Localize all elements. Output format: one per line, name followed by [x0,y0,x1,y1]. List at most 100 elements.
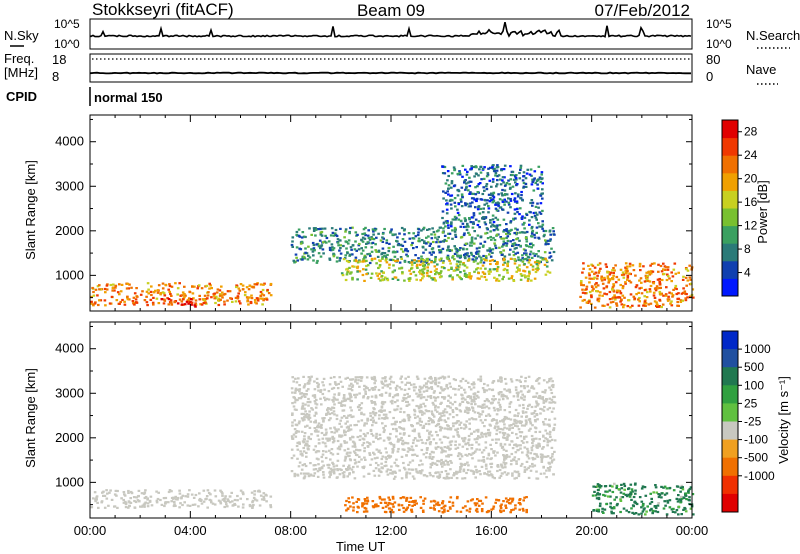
data-cell-2 [505,232,508,235]
data-cell-1 [475,468,478,472]
data-cell-0 [147,292,150,295]
data-cell-2 [503,229,506,232]
data-cell-4 [468,192,471,195]
data-cell-1 [535,437,538,440]
data-cell-1 [535,453,538,456]
data-cell-1 [406,392,409,396]
data-cell-3 [502,259,505,262]
data-cell-2 [391,503,395,506]
data-cell-3 [536,269,539,272]
data-cell-3 [370,257,374,260]
data-cell-1 [377,417,381,420]
data-cell-3 [544,257,547,260]
data-cell-1 [443,408,447,411]
data-cell-1 [331,468,334,471]
data-cell-1 [359,376,362,379]
data-cell-4 [505,182,509,185]
data-cell-0 [105,284,109,287]
data-cell-1 [432,451,435,454]
data-cell-1 [511,474,514,477]
data-cell-3 [525,266,529,269]
data-cell-1 [438,438,442,441]
data-cell-5 [581,291,585,294]
data-cell-1 [339,445,343,448]
data-cell-1 [314,402,317,405]
data-cell-1 [500,380,503,383]
sky-panel-frame [89,18,693,50]
data-cell-1 [458,457,462,460]
data-cell-2 [493,259,496,262]
data-cell-1 [414,386,417,389]
data-cell-0 [206,297,209,300]
data-cell-1 [474,450,477,453]
data-cell-1 [440,462,443,466]
data-cell-2 [508,232,512,236]
data-cell-1 [531,465,535,468]
data-cell-3 [467,259,471,262]
data-cell-0 [202,489,206,492]
data-cell-3 [657,502,660,505]
data-cell-3 [651,509,655,512]
data-cell-1 [329,376,333,379]
data-cell-2 [351,226,354,229]
data-cell-1 [307,437,310,440]
data-cell-2 [500,503,503,506]
data-cell-1 [291,436,294,439]
data-cell-3 [489,262,492,266]
data-cell-1 [483,390,486,394]
data-cell-1 [471,470,475,473]
data-cell-2 [422,228,425,231]
data-cell-5 [588,281,591,284]
data-cell-1 [382,430,386,434]
data-cell-1 [299,450,302,453]
data-cell-2 [467,255,471,258]
data-cell-0 [247,303,250,306]
data-cell-1 [355,448,358,451]
data-cell-1 [344,377,347,380]
data-cell-2 [352,502,355,505]
data-cell-0 [116,489,119,493]
data-cell-1 [548,406,552,410]
data-cell-2 [312,243,316,247]
data-cell-4 [445,199,448,202]
data-cell-2 [525,244,529,248]
data-cell-2 [471,258,474,261]
data-cell-1 [482,456,485,459]
cpid-label: CPID [6,89,37,104]
data-cell-1 [328,471,331,474]
data-cell-3 [622,482,626,485]
data-cell-3 [649,509,652,512]
data-cell-1 [482,388,486,391]
data-cell-0 [233,502,236,506]
data-cell-1 [365,376,369,379]
data-cell-0 [220,294,224,297]
data-cell-1 [443,414,446,417]
data-cell-1 [349,414,352,417]
data-cell-1 [405,474,408,477]
data-cell-4 [459,219,463,222]
data-cell-1 [406,450,410,453]
data-cell-3 [345,268,348,271]
data-cell-2 [386,253,389,257]
data-cell-1 [305,389,309,392]
data-cell-5 [603,304,606,307]
data-cell-1 [347,387,350,390]
data-cell-1 [352,465,355,469]
data-cell-1 [182,298,185,301]
data-cell-1 [458,409,462,412]
data-cell-1 [529,427,532,430]
data-cell-1 [429,466,432,469]
data-cell-3 [689,486,693,489]
data-cell-1 [483,425,486,428]
data-cell-4 [484,223,488,226]
data-cell-1 [392,443,396,446]
data-cell-1 [438,473,442,476]
data-cell-5 [644,302,648,305]
data-cell-0 [136,295,139,298]
data-cell-4 [529,201,532,205]
data-cell-5 [682,287,685,290]
data-cell-2 [316,259,319,263]
data-cell-2 [502,230,505,233]
data-cell-1 [336,398,339,401]
data-cell-2 [433,504,436,507]
